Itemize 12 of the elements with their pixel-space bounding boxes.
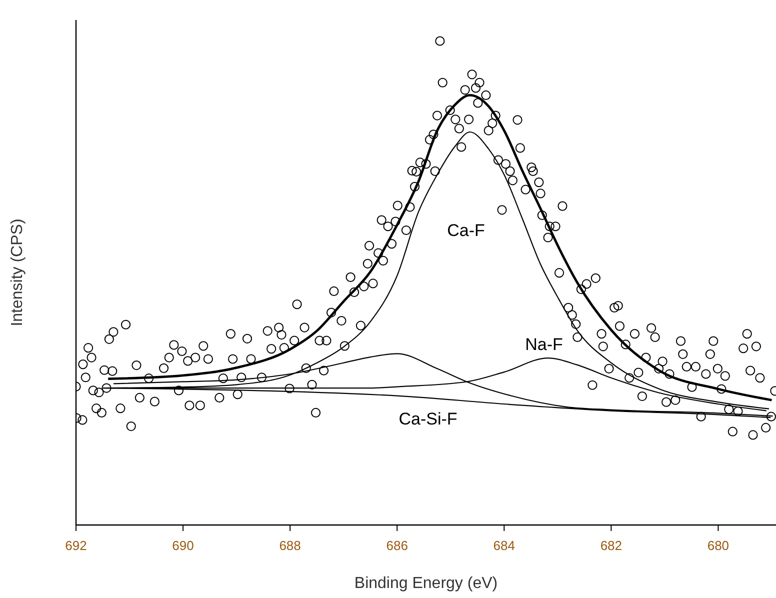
x-tick-label: 690 bbox=[172, 538, 194, 553]
x-axis-title: Binding Energy (eV) bbox=[354, 575, 498, 592]
series-label: Ca-F bbox=[447, 221, 485, 240]
series-label: Na-F bbox=[525, 334, 563, 354]
x-tick-label: 686 bbox=[386, 538, 408, 553]
x-tick-label: 684 bbox=[493, 538, 515, 553]
series-label: Ca-Si-F bbox=[398, 410, 458, 429]
x-tick-label: 688 bbox=[279, 538, 301, 553]
y-axis-title: Intensity (CPS) bbox=[9, 218, 26, 326]
x-tick-label: 682 bbox=[600, 538, 622, 553]
x-tick-label: 692 bbox=[65, 538, 87, 553]
x-tick-label: 680 bbox=[707, 538, 730, 553]
